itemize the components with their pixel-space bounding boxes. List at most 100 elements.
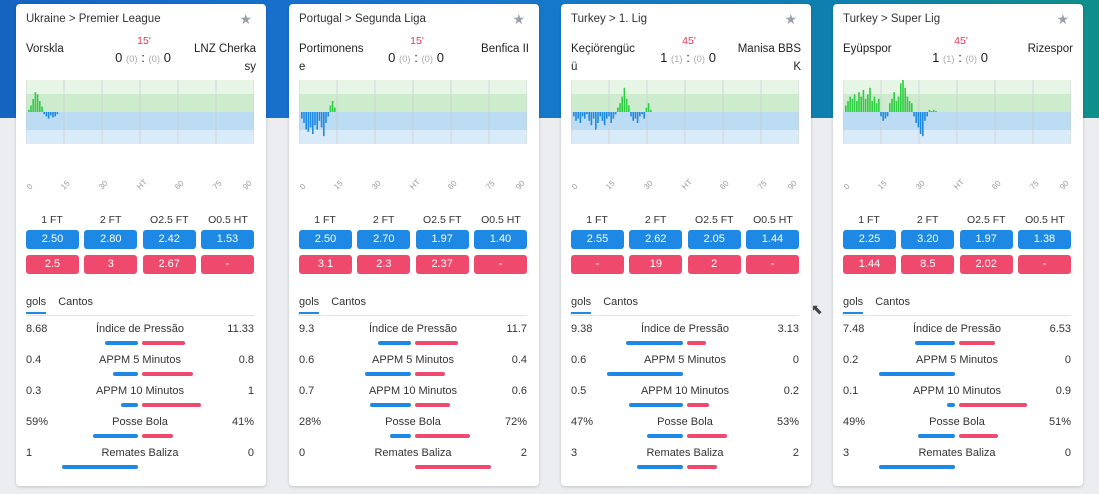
league-breadcrumb[interactable]: Ukraine > Premier League bbox=[26, 13, 161, 25]
tab-cantos[interactable]: Cantos bbox=[603, 296, 639, 308]
competition-label: 1. Lig bbox=[618, 13, 647, 25]
chart-axis-label: 90 bbox=[1058, 178, 1071, 191]
stat-away-bar bbox=[142, 403, 201, 407]
odds-header: 1 FT bbox=[586, 214, 608, 226]
tab-gols[interactable]: gols bbox=[571, 296, 592, 314]
stat-home-bar bbox=[93, 434, 138, 438]
tab-gols[interactable]: gols bbox=[843, 296, 864, 314]
match-card[interactable]: Turkey > Super Lig ★ 45' Eyüpspor Rizesp… bbox=[833, 4, 1083, 486]
favorite-star-icon[interactable]: ★ bbox=[1056, 11, 1069, 27]
pressure-bar bbox=[581, 112, 584, 117]
odds-button-back[interactable]: 1.38 bbox=[1017, 230, 1071, 249]
tab-gols[interactable]: gols bbox=[26, 296, 47, 314]
home-ht-score: (0) bbox=[398, 54, 411, 65]
stats-tabs: gols Cantos bbox=[299, 296, 378, 314]
odds-button-lay[interactable]: - bbox=[1017, 255, 1071, 274]
stat-home-bar bbox=[626, 341, 683, 345]
favorite-star-icon[interactable]: ★ bbox=[784, 11, 797, 27]
pressure-bar bbox=[312, 112, 314, 134]
odds-button-lay[interactable]: - bbox=[745, 255, 799, 274]
league-breadcrumb[interactable]: Turkey > Super Lig bbox=[843, 13, 940, 25]
league-breadcrumb[interactable]: Portugal > Segunda Liga bbox=[299, 13, 426, 25]
tab-cantos[interactable]: Cantos bbox=[58, 296, 94, 308]
pressure-bar bbox=[911, 103, 913, 112]
odds-button-back[interactable]: 1.97 bbox=[415, 230, 469, 249]
stat-home-bar bbox=[390, 434, 411, 438]
match-card[interactable]: Ukraine > Premier League ★ 15' Vorskla L… bbox=[16, 4, 266, 486]
odds-button-back[interactable]: 2.42 bbox=[142, 230, 196, 249]
odds-button-back[interactable]: 1.44 bbox=[745, 230, 799, 249]
odds-button-back[interactable]: 2.50 bbox=[299, 230, 352, 249]
odds-button-lay[interactable]: 3 bbox=[84, 255, 138, 274]
pressure-bar bbox=[608, 112, 610, 117]
odds-button-back[interactable]: 2.55 bbox=[571, 230, 624, 249]
favorite-star-icon[interactable]: ★ bbox=[512, 11, 525, 27]
chevron-right-icon: > bbox=[68, 13, 79, 25]
stat-away-bar bbox=[142, 372, 193, 376]
competition-label: Super Lig bbox=[890, 13, 941, 25]
odds-button-lay[interactable]: 2.02 bbox=[959, 255, 1013, 274]
stat-away-value: 2 bbox=[520, 447, 527, 459]
chart-axis-label: 15 bbox=[604, 178, 617, 191]
chart-axis-label: 0 bbox=[843, 182, 852, 192]
stat-away-value: 51% bbox=[1048, 416, 1071, 428]
stat-label: APPM 5 Minutos bbox=[99, 354, 181, 366]
odds-button-lay[interactable]: 2.37 bbox=[415, 255, 469, 274]
odds-button-lay[interactable]: 2.67 bbox=[142, 255, 196, 274]
match-card[interactable]: Turkey > 1. Lig ★ 45' Keçiörengücü Manis… bbox=[561, 4, 811, 486]
odds-button-back[interactable]: 2.80 bbox=[84, 230, 138, 249]
odds-button-back[interactable]: 1.53 bbox=[200, 230, 254, 249]
odds-button-lay[interactable]: 3.1 bbox=[299, 255, 352, 274]
odds-button-back[interactable]: 1.97 bbox=[959, 230, 1013, 249]
stat-row: 8.68 Índice de Pressão 11.33 bbox=[26, 323, 254, 351]
stat-label: Remates Baliza bbox=[918, 447, 996, 459]
pressure-bar bbox=[575, 112, 577, 121]
stat-label: APPM 10 Minutos bbox=[640, 385, 730, 397]
stat-row: 0.6 APPM 5 Minutos 0.4 bbox=[299, 354, 527, 382]
country-label: Ukraine bbox=[26, 13, 66, 25]
odds-button-lay[interactable]: - bbox=[473, 255, 527, 274]
pressure-bar bbox=[913, 112, 915, 117]
match-minute: 15' bbox=[410, 35, 424, 47]
odds-header: 1 FT bbox=[314, 214, 336, 226]
stat-home-bar bbox=[365, 372, 411, 376]
odds-button-back[interactable]: 1.40 bbox=[473, 230, 527, 249]
odds-button-back[interactable]: 2.25 bbox=[843, 230, 896, 249]
match-card[interactable]: Portugal > Segunda Liga ★ 15' Portimonen… bbox=[289, 4, 539, 486]
competition-label: Segunda Liga bbox=[354, 13, 426, 25]
tab-gols[interactable]: gols bbox=[299, 296, 320, 314]
odds-button-lay[interactable]: - bbox=[200, 255, 254, 274]
stat-row: 0.3 APPM 10 Minutos 1 bbox=[26, 385, 254, 413]
odds-button-back[interactable]: 2.50 bbox=[26, 230, 79, 249]
tab-cantos[interactable]: Cantos bbox=[331, 296, 367, 308]
stat-label: Posse Bola bbox=[112, 416, 168, 428]
pressure-bar bbox=[634, 112, 637, 119]
stat-label: APPM 10 Minutos bbox=[368, 385, 458, 397]
chart-axis-label: HT bbox=[952, 177, 966, 191]
pressure-bar bbox=[856, 101, 858, 112]
odds-button-lay[interactable]: 1.44 bbox=[843, 255, 896, 274]
pressure-bar bbox=[316, 112, 318, 130]
pressure-bar bbox=[45, 112, 48, 117]
odds-button-lay[interactable]: 8.5 bbox=[901, 255, 955, 274]
odds-button-lay[interactable]: 2 bbox=[687, 255, 741, 274]
chart-axis-label: HT bbox=[680, 177, 694, 191]
stat-label: Índice de Pressão bbox=[368, 323, 458, 335]
odds-button-back[interactable]: 3.20 bbox=[901, 230, 955, 249]
stat-row: 0.1 APPM 10 Minutos 0.9 bbox=[843, 385, 1071, 413]
odds-button-lay[interactable]: 2.5 bbox=[26, 255, 79, 274]
chart-axis-label: 75 bbox=[756, 178, 769, 191]
league-breadcrumb[interactable]: Turkey > 1. Lig bbox=[571, 13, 647, 25]
odds-button-lay[interactable]: 2.3 bbox=[357, 255, 411, 274]
odds-button-lay[interactable]: - bbox=[571, 255, 624, 274]
odds-button-back[interactable]: 2.62 bbox=[629, 230, 683, 249]
pressure-bar bbox=[614, 112, 617, 115]
tab-cantos[interactable]: Cantos bbox=[875, 296, 911, 308]
chart-axis-label: 30 bbox=[370, 178, 383, 191]
favorite-star-icon[interactable]: ★ bbox=[239, 11, 252, 27]
stat-away-bar bbox=[142, 341, 185, 345]
odds-button-lay[interactable]: 19 bbox=[629, 255, 683, 274]
stat-away-value: 3.13 bbox=[777, 323, 799, 335]
odds-button-back[interactable]: 2.70 bbox=[357, 230, 411, 249]
odds-button-back[interactable]: 2.05 bbox=[687, 230, 741, 249]
